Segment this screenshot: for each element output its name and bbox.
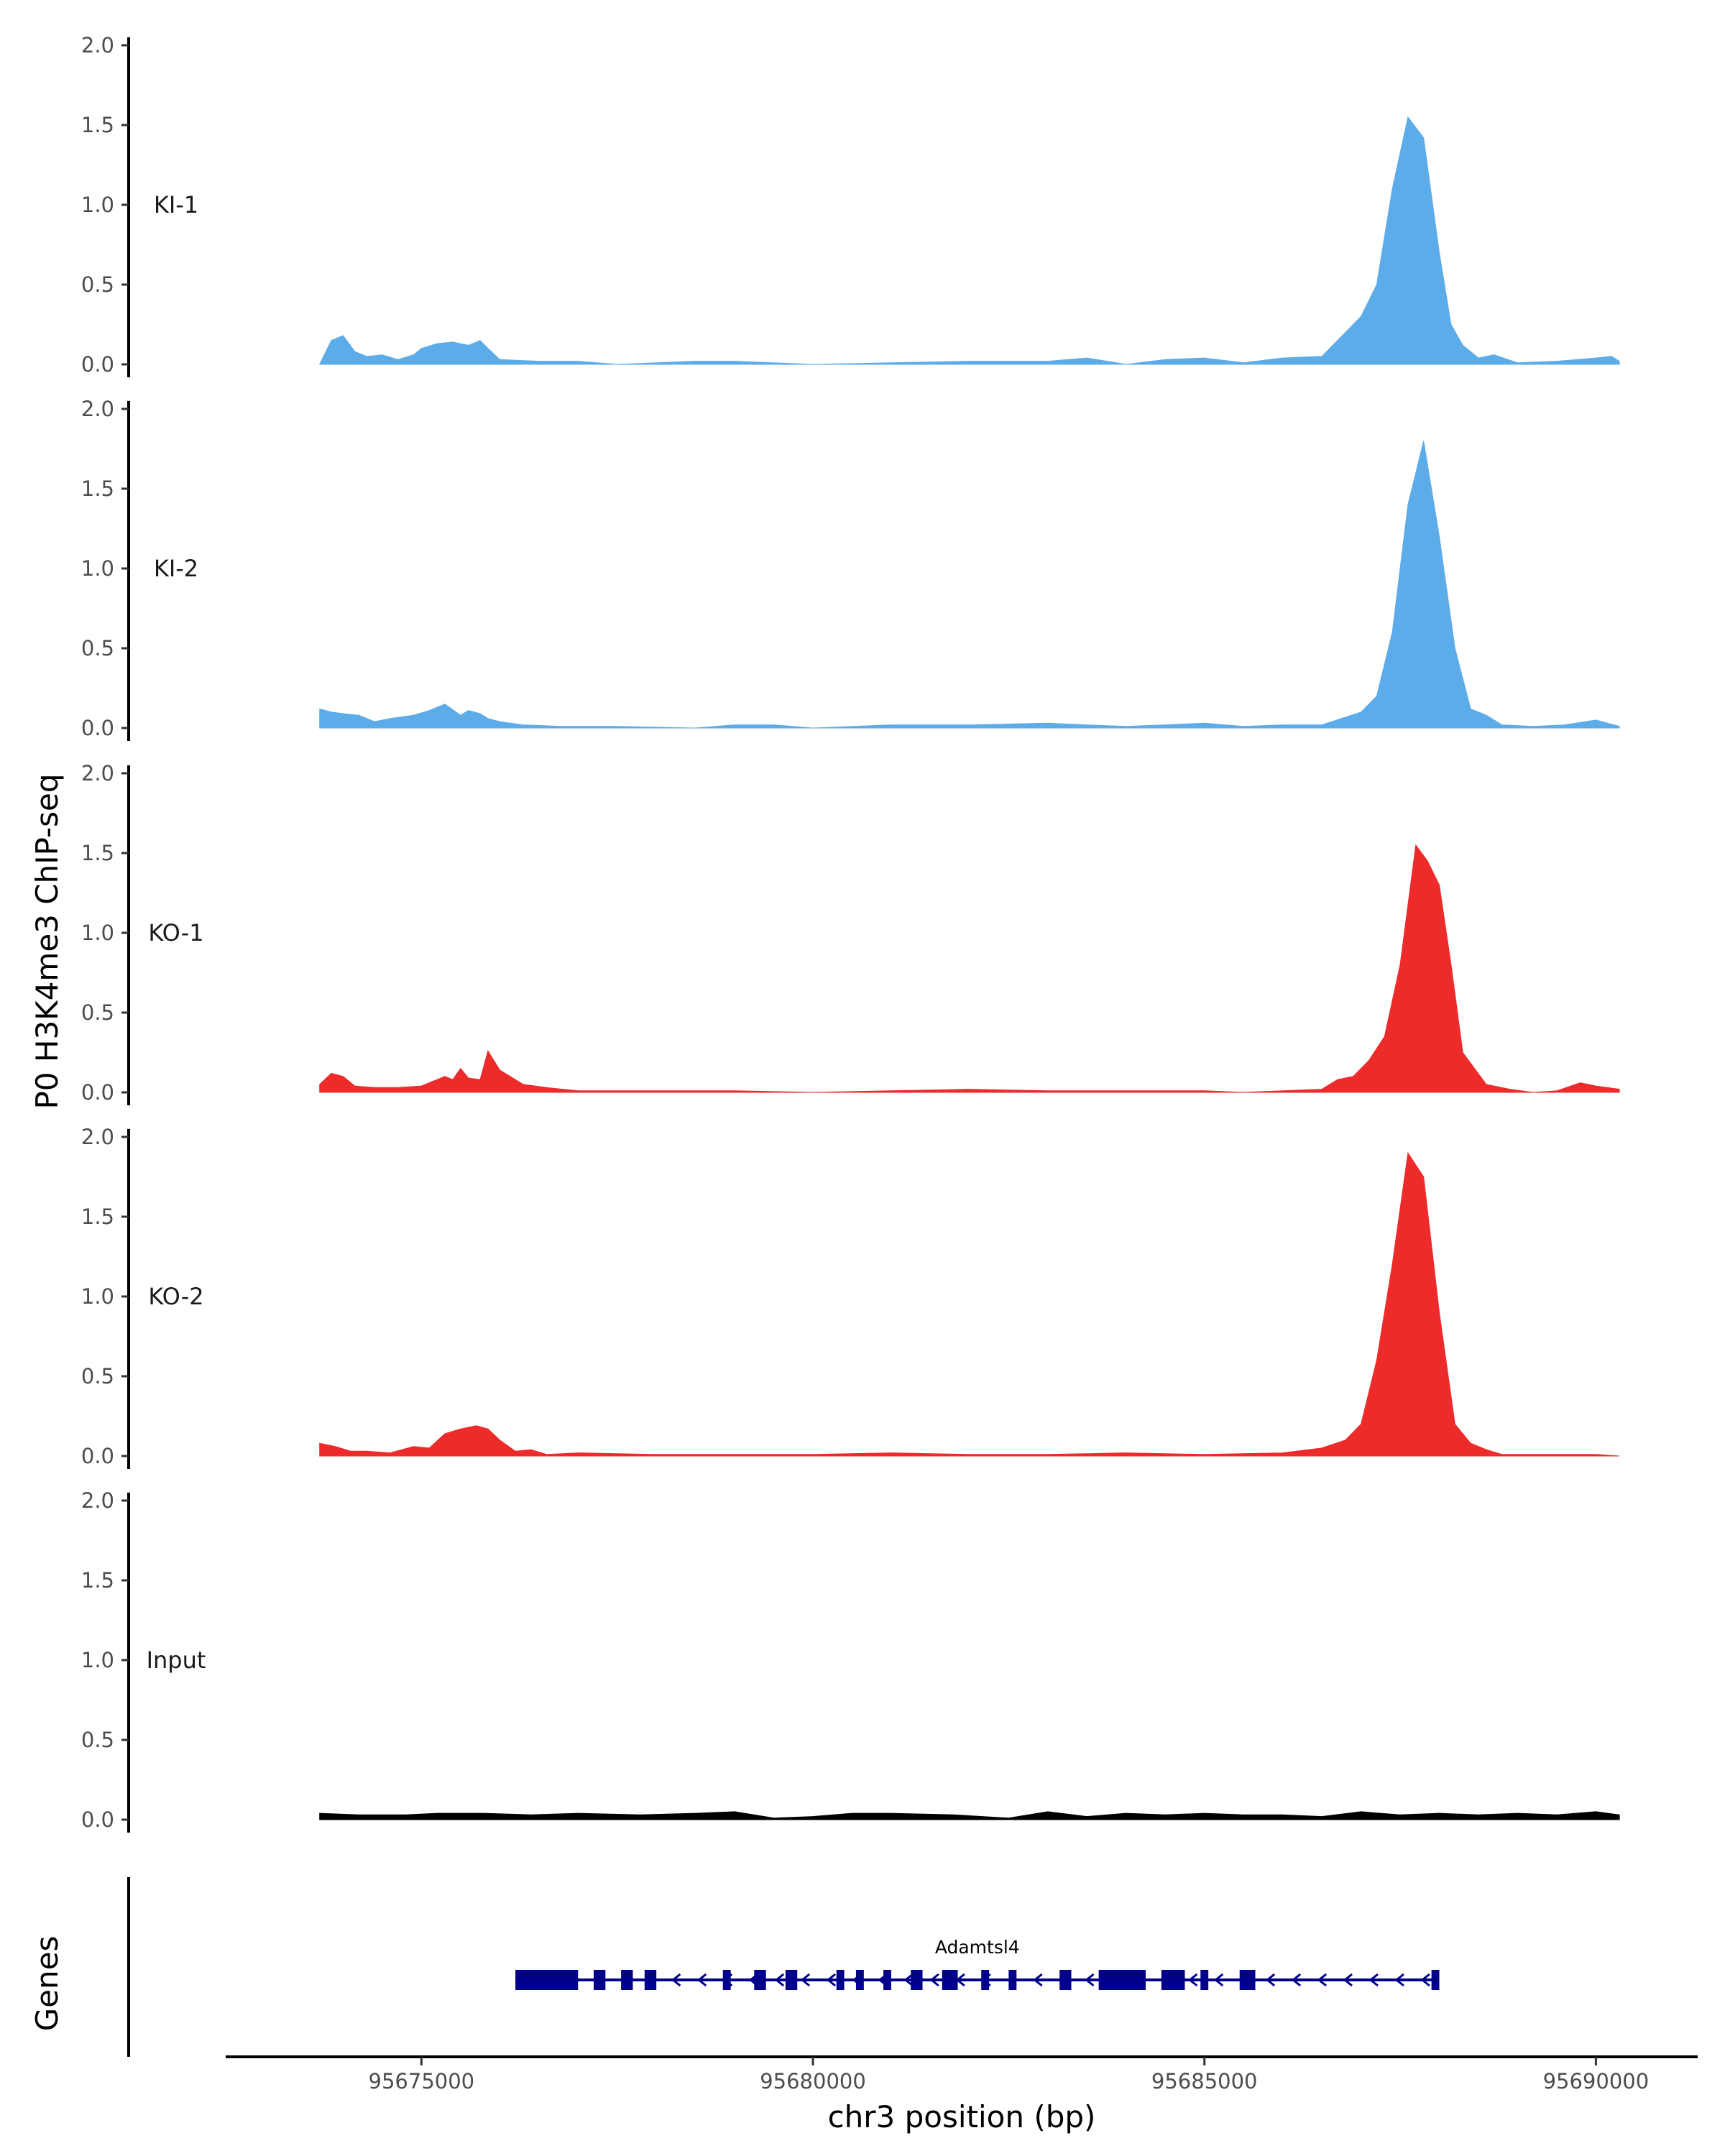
gene-exon <box>754 1970 766 1990</box>
y-tick-label: 0.0 <box>81 1807 114 1832</box>
strand-arrow <box>1085 1973 1095 1987</box>
strand-arrow <box>1420 1973 1430 1987</box>
gene-exon <box>855 1970 864 1990</box>
track-ko-1: 0.0 0.5 1.0 1.5 2.0 KO-1 <box>81 761 1620 1105</box>
track-ko-2: 0.0 0.5 1.0 1.5 2.0 KO-2 <box>81 1125 1620 1469</box>
strand-arrow <box>1317 1973 1328 1987</box>
y-tick-label: 2.0 <box>81 397 114 421</box>
gene-exon <box>594 1970 606 1990</box>
gene-exon <box>1239 1970 1256 1990</box>
y-tick-label: 0.5 <box>81 272 114 297</box>
signal-area <box>319 441 1620 729</box>
track-ki-1: 0.0 0.5 1.0 1.5 2.0 KI-1 <box>81 33 1620 377</box>
y-tick-label: 1.5 <box>81 1204 114 1229</box>
gene-exon <box>644 1970 657 1990</box>
x-tick-label: 95685000 <box>1151 2069 1258 2093</box>
signal-tracks: 0.00.51.01.52.0KI-10.00.51.01.52.0KI-20.… <box>81 33 1620 1833</box>
strand-arrow <box>1265 1973 1276 1987</box>
x-tick-label: 95690000 <box>1543 2069 1650 2093</box>
y-tick-label: 1.0 <box>81 193 114 217</box>
y-tick-label: 1.5 <box>81 476 114 501</box>
y-tick-label: 0.5 <box>81 636 114 660</box>
gene-exon <box>1098 1970 1146 1990</box>
y-tick-label: 1.0 <box>81 1284 114 1309</box>
strand-arrow <box>1368 1973 1379 1987</box>
y-tick-label: 0.0 <box>81 352 114 377</box>
signal-area <box>319 1151 1620 1457</box>
strand-arrow <box>696 1973 707 1987</box>
y-tick-label: 1.5 <box>81 841 114 865</box>
track-label: KI-2 <box>154 555 198 582</box>
strand-arrow <box>1343 1973 1353 1987</box>
x-axis-title: chr3 position (bp) <box>828 2099 1096 2134</box>
y-tick-label: 0.5 <box>81 1728 114 1752</box>
gene-exon <box>1200 1970 1209 1990</box>
strand-arrow <box>1187 1973 1198 1987</box>
strand-arrow <box>903 1973 914 1987</box>
x-tick-label: 95675000 <box>369 2069 475 2093</box>
signal-area <box>319 1811 1620 1820</box>
y-tick-label: 0.0 <box>81 1080 114 1105</box>
strand-arrow <box>826 1973 837 1987</box>
strand-arrow <box>1033 1973 1043 1987</box>
genes-panel: Adamtsl4 <box>127 1877 1440 2057</box>
gene-exon <box>515 1970 579 1990</box>
y-tick-label: 0.5 <box>81 1364 114 1388</box>
strand-arrow <box>1291 1973 1302 1987</box>
y-tick-label: 1.5 <box>81 1568 114 1593</box>
signal-area <box>319 844 1620 1093</box>
gene-exon <box>836 1970 845 1990</box>
gene-exon <box>1431 1970 1440 1990</box>
gene-exon <box>785 1970 798 1990</box>
y-tick-label: 2.0 <box>81 1125 114 1149</box>
track-label: KO-2 <box>148 1283 203 1310</box>
y-tick-label: 1.0 <box>81 921 114 945</box>
strand-arrow <box>800 1973 811 1987</box>
gene-exon <box>722 1970 731 1990</box>
y-tick-label: 2.0 <box>81 33 114 57</box>
gene-exon <box>942 1970 958 1990</box>
x-axis: 95675000 95680000 95685000 95690000 <box>226 2055 1698 2093</box>
gene-exon <box>911 1970 923 1990</box>
strand-arrow <box>671 1973 681 1987</box>
strand-arrow <box>1213 1973 1224 1987</box>
x-tick-label: 95680000 <box>760 2069 866 2093</box>
y-tick-label: 1.0 <box>81 1648 114 1672</box>
y-tick-label: 0.0 <box>81 716 114 740</box>
gene-exon <box>1059 1970 1072 1990</box>
y-tick-label: 0.0 <box>81 1444 114 1468</box>
gene-exon <box>1161 1970 1185 1990</box>
gene-exon <box>621 1970 633 1990</box>
y-tick-label: 2.0 <box>81 761 114 786</box>
track-label: Input <box>147 1646 206 1674</box>
y-tick-label: 0.5 <box>81 1000 114 1025</box>
strand-arrow <box>929 1973 939 1987</box>
strand-arrow <box>1394 1973 1404 1987</box>
track-label: KO-1 <box>148 919 203 946</box>
y-tick-label: 1.0 <box>81 556 114 581</box>
track-ki-2: 0.0 0.5 1.0 1.5 2.0 KI-2 <box>81 397 1620 741</box>
gene-name-label: Adamtsl4 <box>935 1937 1020 1958</box>
y-tick-label: 2.0 <box>81 1488 114 1513</box>
gene-exon <box>883 1970 891 1990</box>
track-label: KI-1 <box>154 191 198 218</box>
track-input: 0.0 0.5 1.0 1.5 2.0 Input <box>81 1488 1620 1833</box>
gene-exon <box>1008 1970 1017 1990</box>
y-tick-label: 1.5 <box>81 113 114 137</box>
signal-area <box>318 116 1620 365</box>
y-axis-title: P0 H3K4me3 ChIP-seq <box>29 773 65 1109</box>
gene-exon <box>981 1970 990 1990</box>
strand-arrow <box>774 1973 785 1987</box>
genes-axis-title: Genes <box>29 1936 65 2032</box>
